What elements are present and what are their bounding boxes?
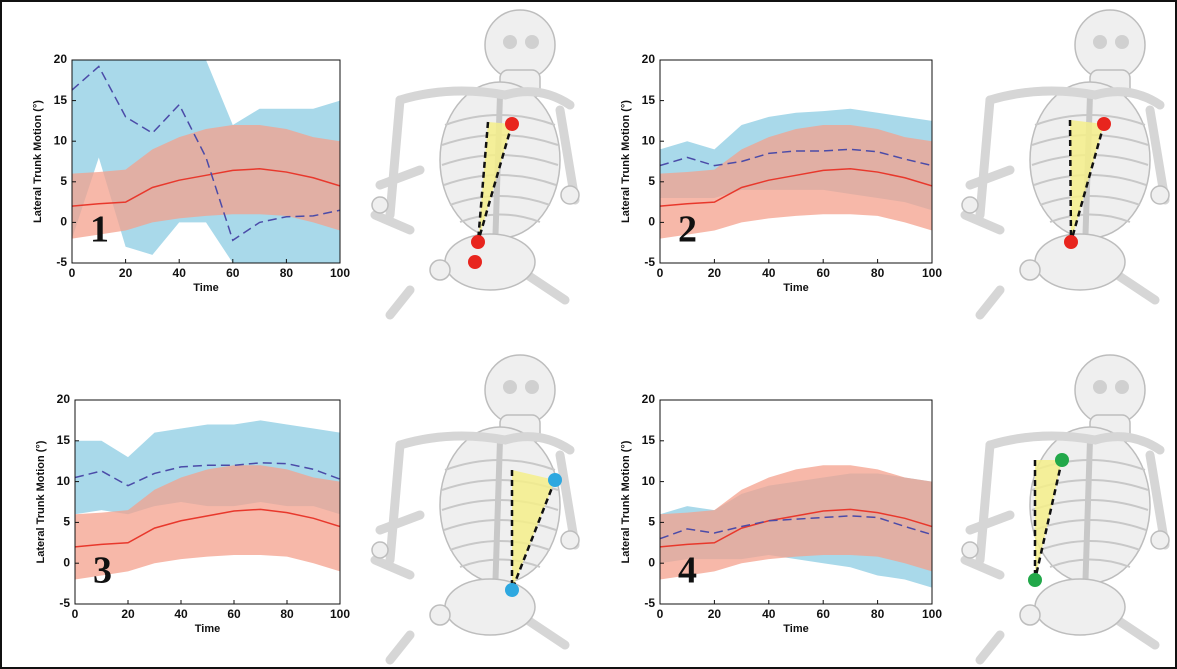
marker-overlay xyxy=(468,117,519,269)
y-tick-label: 0 xyxy=(648,555,655,569)
x-tick-label: 40 xyxy=(762,266,776,280)
x-tick-label: 60 xyxy=(817,266,831,280)
mean-line xyxy=(72,168,340,207)
y-tick-label: 5 xyxy=(60,174,67,188)
plot-area xyxy=(660,108,932,239)
y-axis-label: Lateral Trunk Motion (°) xyxy=(35,440,47,563)
x-tick-label: 60 xyxy=(817,607,831,621)
y-tick-label: 20 xyxy=(642,52,656,66)
x-axis-label: Time xyxy=(783,282,808,294)
x-tick-label: 100 xyxy=(330,266,350,280)
mean-line xyxy=(660,148,932,167)
x-axis-label: Time xyxy=(193,282,218,294)
y-tick-label: -5 xyxy=(644,255,655,269)
x-tick-label: 80 xyxy=(280,607,294,621)
x-tick-label: 100 xyxy=(330,607,350,621)
plot-area xyxy=(72,60,340,263)
panel-number: 4 xyxy=(678,550,697,592)
axes-frame xyxy=(71,59,341,264)
y-tick-label: -5 xyxy=(56,255,67,269)
x-tick-label: 0 xyxy=(657,266,664,280)
y-axis-label: Lateral Trunk Motion (°) xyxy=(620,100,632,223)
y-tick-label: 0 xyxy=(60,215,67,229)
y-tick-label: 15 xyxy=(57,433,71,447)
x-tick-label: 60 xyxy=(226,266,240,280)
y-axis-label: Lateral Trunk Motion (°) xyxy=(32,100,44,223)
mean-line xyxy=(660,508,932,548)
axes-frame xyxy=(659,59,933,264)
confidence-band xyxy=(72,124,340,239)
x-tick-label: 20 xyxy=(121,607,135,621)
x-tick-label: 40 xyxy=(173,266,187,280)
y-tick-label: 15 xyxy=(642,93,656,107)
marker-overlay xyxy=(1064,117,1111,249)
x-tick-label: 80 xyxy=(280,266,294,280)
mean-line xyxy=(72,65,340,242)
x-tick-label: 100 xyxy=(922,266,942,280)
x-tick-label: 0 xyxy=(69,266,76,280)
confidence-band xyxy=(75,465,340,580)
x-tick-label: 20 xyxy=(119,266,133,280)
y-tick-label: 0 xyxy=(63,555,70,569)
mean-line xyxy=(660,515,932,540)
x-tick-label: 80 xyxy=(871,266,885,280)
confidence-band xyxy=(660,124,932,239)
y-axis-label: Lateral Trunk Motion (°) xyxy=(620,440,632,563)
panel-number: 2 xyxy=(678,209,697,251)
x-tick-label: 40 xyxy=(174,607,188,621)
x-tick-label: 60 xyxy=(227,607,241,621)
axes-frame xyxy=(74,399,341,605)
x-tick-label: 20 xyxy=(708,607,722,621)
confidence-band xyxy=(660,465,932,580)
mean-line xyxy=(660,168,932,207)
y-tick-label: 20 xyxy=(642,392,656,406)
y-tick-label: -5 xyxy=(59,596,70,610)
x-tick-label: 20 xyxy=(708,266,722,280)
x-tick-label: 0 xyxy=(657,607,664,621)
y-tick-label: -5 xyxy=(644,596,655,610)
x-tick-label: 0 xyxy=(72,607,79,621)
x-axis-label: Time xyxy=(783,623,808,635)
y-tick-label: 10 xyxy=(642,133,656,147)
plot-area xyxy=(660,465,932,588)
panel-number: 3 xyxy=(93,550,112,592)
plot-area xyxy=(75,420,340,580)
y-tick-label: 20 xyxy=(54,52,68,66)
y-tick-label: 20 xyxy=(57,392,71,406)
marker-overlay xyxy=(505,470,562,597)
y-tick-label: 15 xyxy=(642,433,656,447)
y-tick-label: 0 xyxy=(648,215,655,229)
y-tick-label: 5 xyxy=(648,174,655,188)
mean-line xyxy=(75,508,340,548)
y-tick-label: 10 xyxy=(642,474,656,488)
y-tick-label: 5 xyxy=(648,515,655,529)
marker-overlay xyxy=(1028,453,1069,587)
y-tick-label: 10 xyxy=(57,474,71,488)
x-axis-label: Time xyxy=(195,623,220,635)
y-tick-label: 5 xyxy=(63,515,70,529)
x-tick-label: 100 xyxy=(922,607,942,621)
mean-line xyxy=(75,462,340,487)
panel-number: 1 xyxy=(90,209,109,251)
y-tick-label: 10 xyxy=(54,133,68,147)
axes-frame xyxy=(659,399,933,605)
x-tick-label: 40 xyxy=(762,607,776,621)
y-tick-label: 15 xyxy=(54,93,68,107)
x-tick-label: 80 xyxy=(871,607,885,621)
